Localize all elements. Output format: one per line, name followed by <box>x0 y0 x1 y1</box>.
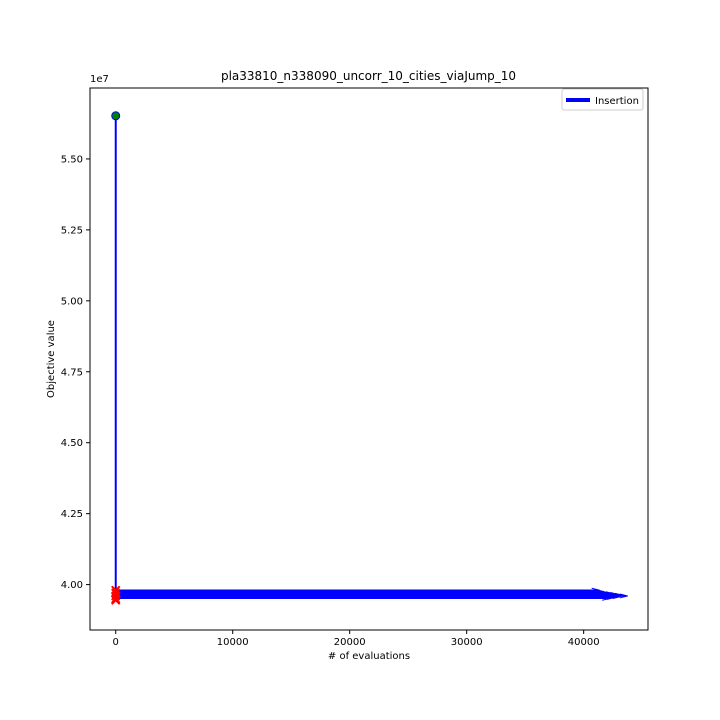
legend-box <box>561 88 644 111</box>
plot-frame <box>89 87 649 631</box>
chart-title: pla33810_n338090_uncorr_10_cities_viaJum… <box>221 69 516 83</box>
y-axis-label: Objective value <box>46 320 57 398</box>
x-tick-label: 10000 <box>217 637 249 648</box>
y-tick-label: 4.25 <box>61 509 83 520</box>
x-tick-label: 0 <box>113 637 119 648</box>
y-tick-label: 4.75 <box>61 367 83 378</box>
y-tick-label: 4.00 <box>61 580 83 591</box>
x-tick-label: 30000 <box>451 637 483 648</box>
y-tick-label: 5.50 <box>61 154 83 165</box>
series-arrow-tip <box>602 595 611 601</box>
x-tick-label: 20000 <box>334 637 366 648</box>
series-arrow-tip <box>619 593 628 599</box>
plot-area <box>111 111 628 605</box>
series-arrow-tip <box>614 592 624 598</box>
y-offset-label: 1e7 <box>90 74 109 85</box>
x-axis-label: # of evaluations <box>328 651 410 662</box>
y-tick-label: 5.25 <box>61 225 83 236</box>
end-marker <box>111 595 121 605</box>
series-arrow-tip <box>612 594 621 600</box>
series-band <box>115 590 598 599</box>
y-tick-label: 4.50 <box>61 438 83 449</box>
start-marker <box>111 111 121 121</box>
y-tick-label: 5.00 <box>61 296 83 307</box>
legend-label-insertion: Insertion <box>595 96 639 107</box>
x-tick-label: 40000 <box>568 637 600 648</box>
end-marker <box>111 594 121 604</box>
legend: Insertion <box>561 88 644 111</box>
series-arrow-tip <box>600 590 610 596</box>
